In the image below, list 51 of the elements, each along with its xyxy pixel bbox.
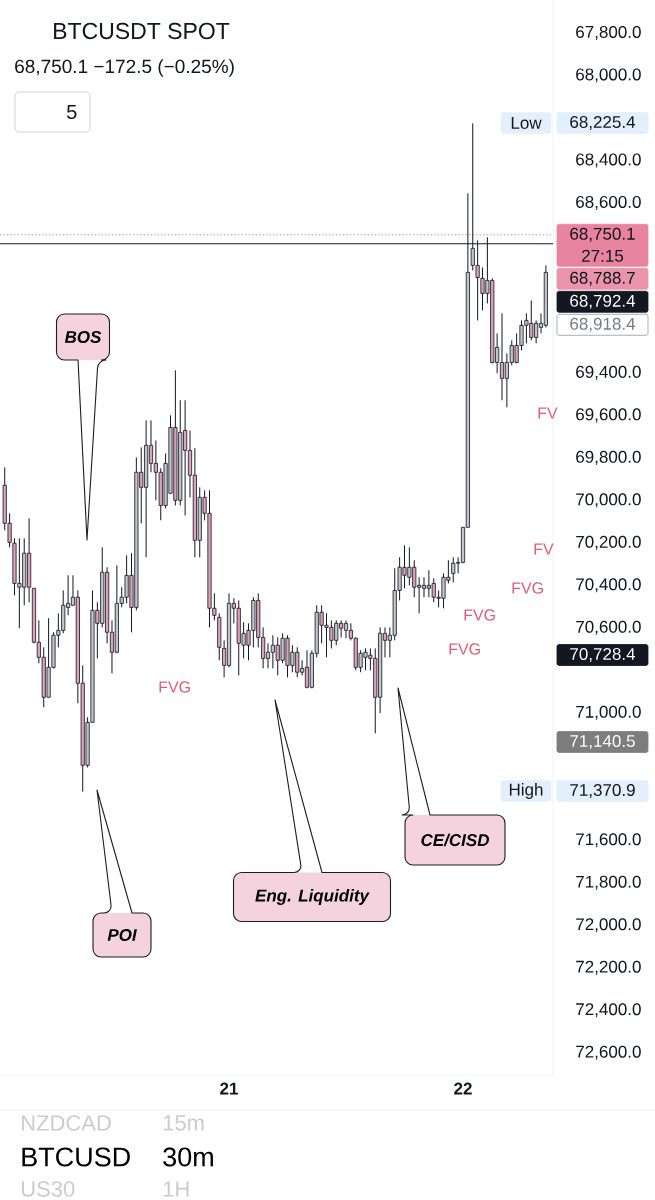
y-tick-label: 71,000.0 (576, 705, 641, 720)
candlestick (304, 649, 310, 689)
text: 68,225.4 (570, 115, 636, 131)
y-tick-label: 67,800.0 (576, 25, 641, 40)
annotation: BOS (64, 330, 102, 344)
annotation: FV (534, 543, 554, 555)
text: 30m (163, 1147, 213, 1167)
annotation: FVG (512, 582, 543, 594)
annotation: CE/CISD (421, 833, 489, 847)
text: BTCUSDT SPOT (54, 22, 230, 40)
legend-label: 68,792.4 (570, 294, 636, 309)
annotation: Low (511, 117, 542, 129)
annotation: FVG (449, 643, 480, 655)
y-tick-label: 69,600.0 (576, 408, 641, 423)
y-tick-label: 70,400.0 (576, 578, 641, 593)
text: 68,750.1 −172.5 (−0.25%) (15, 59, 234, 77)
annotation: Eng. Liquidity (255, 889, 370, 905)
candlestick (343, 619, 349, 639)
y-tick-label: 70,600.0 (576, 620, 641, 635)
annotation: POI (107, 928, 137, 942)
y-tick-label: 69,400.0 (576, 365, 641, 380)
x-tick-label: 22 (454, 1082, 472, 1095)
ref-line-label: 68,750.1 (570, 227, 635, 242)
text: 71,140.5 (570, 734, 635, 750)
candlestick (451, 556, 456, 583)
text: 68,918.4 (570, 317, 636, 332)
y-tick-label: 68,000.0 (576, 68, 641, 83)
text: 27:15 (582, 249, 624, 262)
y-tick-label: 68,400.0 (576, 153, 641, 168)
y-tick-label: 72,200.0 (576, 960, 641, 975)
text: 70,728.4 (570, 647, 636, 663)
y-tick-label: 70,000.0 (576, 493, 641, 508)
annotation: FV (538, 407, 558, 419)
y-tick-label: 72,600.0 (576, 1045, 641, 1060)
candlestick (421, 576, 427, 598)
y-tick-label: 71,600.0 (576, 833, 641, 848)
y-tick-label: 70,200.0 (576, 535, 641, 550)
x-tick-label: 21 (220, 1082, 238, 1095)
y-tick-label: 72,400.0 (576, 1003, 641, 1018)
annotation: High (509, 783, 543, 799)
y-tick-label: 68,600.0 (576, 195, 641, 210)
annotation: 5 (67, 105, 77, 119)
y-tick-label: 69,800.0 (576, 450, 641, 465)
annotation: FVG (464, 609, 495, 621)
annotation: FVG (159, 681, 190, 693)
y-tick-label: 71,800.0 (576, 875, 641, 890)
text: 71,370.9 (570, 783, 635, 799)
y-tick-label: 72,000.0 (576, 918, 641, 933)
text: 68,788.7 (570, 271, 635, 286)
candlestick (499, 312, 505, 401)
text: BTCUSD (22, 1147, 130, 1167)
